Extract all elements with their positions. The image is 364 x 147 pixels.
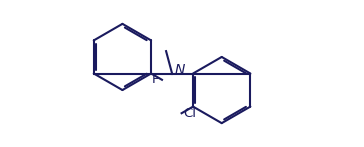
Text: F: F bbox=[152, 73, 160, 86]
Text: N: N bbox=[175, 62, 185, 77]
Text: Cl: Cl bbox=[183, 107, 196, 120]
